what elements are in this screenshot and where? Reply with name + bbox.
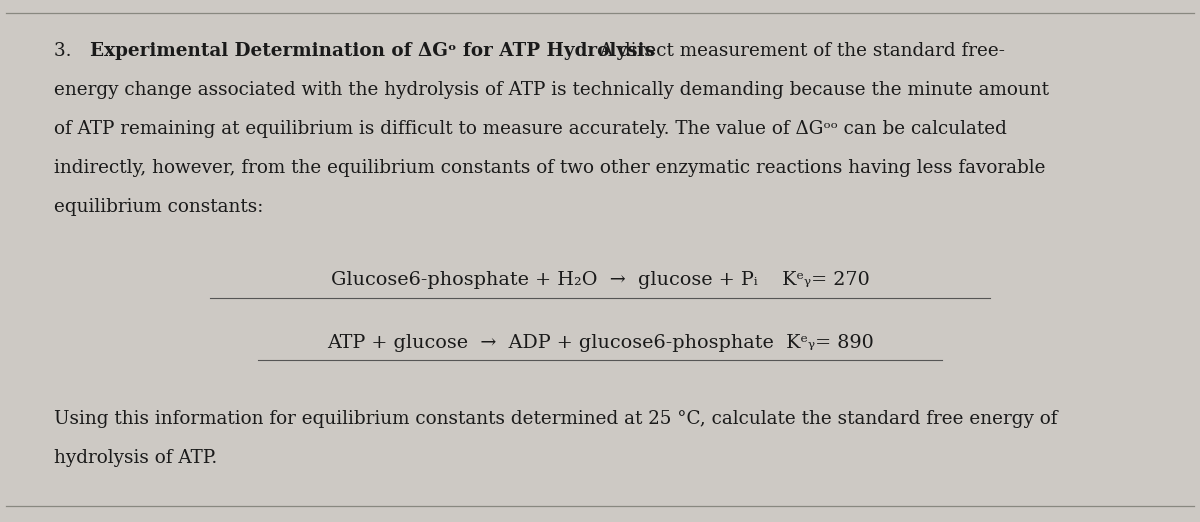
Text: of ATP remaining at equilibrium is difficult to measure accurately. The value of: of ATP remaining at equilibrium is diffi… xyxy=(54,120,1007,138)
Text: energy change associated with the hydrolysis of ATP is technically demanding bec: energy change associated with the hydrol… xyxy=(54,81,1049,99)
Text: equilibrium constants:: equilibrium constants: xyxy=(54,198,263,216)
Text: 3.: 3. xyxy=(54,42,83,60)
Text: ATP + glucose  →  ADP + glucose6-phosphate  Kᵉᵧ= 890: ATP + glucose → ADP + glucose6-phosphate… xyxy=(326,334,874,352)
Text: A direct measurement of the standard free-: A direct measurement of the standard fre… xyxy=(594,42,1004,60)
Text: Experimental Determination of ΔGᵒ for ATP Hydrolysis: Experimental Determination of ΔGᵒ for AT… xyxy=(90,42,655,60)
Text: Using this information for equilibrium constants determined at 25 °C, calculate : Using this information for equilibrium c… xyxy=(54,410,1057,428)
Text: hydrolysis of ATP.: hydrolysis of ATP. xyxy=(54,449,217,467)
Text: indirectly, however, from the equilibrium constants of two other enzymatic react: indirectly, however, from the equilibriu… xyxy=(54,159,1045,177)
Text: Glucose6-phosphate + H₂O  →  glucose + Pᵢ    Kᵉᵧ= 270: Glucose6-phosphate + H₂O → glucose + Pᵢ … xyxy=(331,271,869,289)
